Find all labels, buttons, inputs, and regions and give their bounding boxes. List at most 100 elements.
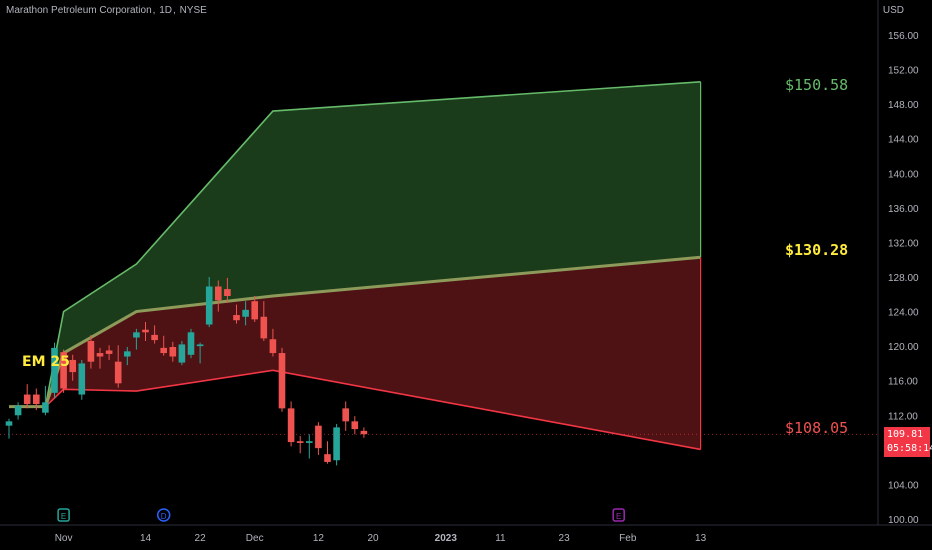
candle-body xyxy=(333,427,340,461)
y-tick-label: 116.00 xyxy=(888,377,918,388)
candle[interactable] xyxy=(23,384,31,409)
candle-body xyxy=(151,334,158,341)
candle[interactable] xyxy=(14,402,22,420)
upper-expected-move-zone xyxy=(9,81,701,407)
candle[interactable] xyxy=(278,347,286,412)
candle-body xyxy=(105,350,113,354)
interval-label: 1D xyxy=(159,5,172,16)
dividend-marker[interactable]: D xyxy=(156,508,171,522)
currency-label[interactable]: USD xyxy=(882,5,904,16)
candle[interactable] xyxy=(224,277,231,303)
candle[interactable] xyxy=(342,401,349,431)
candlesticks[interactable] xyxy=(5,277,368,466)
em-label: EM 25 xyxy=(22,354,70,370)
y-tick-label: 128.00 xyxy=(888,273,919,284)
x-tick-label: 12 xyxy=(313,533,325,544)
lower-target-label: $108.05 xyxy=(785,419,849,437)
candle-body xyxy=(224,289,231,297)
candle-body xyxy=(69,359,76,373)
candle[interactable] xyxy=(178,340,186,366)
x-tick-label: 13 xyxy=(695,533,707,544)
candle-body xyxy=(278,353,286,409)
candle[interactable] xyxy=(69,354,76,381)
candle[interactable] xyxy=(142,321,149,341)
candle[interactable] xyxy=(242,301,249,326)
candle[interactable] xyxy=(96,347,104,369)
candle[interactable] xyxy=(215,280,222,312)
candle-body xyxy=(42,402,49,413)
candle[interactable] xyxy=(51,342,58,398)
y-tick-label: 104.00 xyxy=(888,480,919,491)
last-price-tag: 109.81 05:58:14 xyxy=(884,427,932,457)
candle-body xyxy=(51,347,58,393)
earnings-marker[interactable]: E xyxy=(612,508,625,522)
candle[interactable] xyxy=(78,359,86,400)
candle[interactable] xyxy=(315,422,322,456)
y-tick-label: 132.00 xyxy=(888,238,919,249)
earnings-marker[interactable]: E xyxy=(57,508,70,522)
candle-body xyxy=(360,430,368,435)
x-tick-label: Dec xyxy=(246,533,264,544)
candle[interactable] xyxy=(87,334,95,369)
exchange-label: NYSE xyxy=(179,5,207,16)
candle[interactable] xyxy=(260,301,268,341)
candle-body xyxy=(114,361,122,384)
candle[interactable] xyxy=(105,345,113,360)
candle-body xyxy=(251,301,258,320)
candle[interactable] xyxy=(306,434,313,459)
candle-body xyxy=(5,421,13,426)
candle[interactable] xyxy=(360,427,368,438)
x-tick-label: 11 xyxy=(495,533,506,544)
candle[interactable] xyxy=(324,441,331,464)
candle[interactable] xyxy=(351,416,359,435)
candle[interactable] xyxy=(60,349,67,393)
candle[interactable] xyxy=(169,341,177,362)
candle[interactable] xyxy=(133,328,140,350)
lower-expected-move-zone xyxy=(9,257,701,450)
y-tick-label: 156.00 xyxy=(888,31,919,42)
candle-body xyxy=(14,405,22,416)
candle-body xyxy=(233,315,240,321)
candle[interactable] xyxy=(287,401,295,447)
mid-target-label: $130.28 xyxy=(785,241,849,259)
candle-body xyxy=(306,441,313,443)
candle[interactable] xyxy=(42,385,49,416)
earnings-marker-box xyxy=(57,508,70,522)
candle-body xyxy=(315,425,322,449)
candle[interactable] xyxy=(196,342,204,364)
candle-body xyxy=(215,286,222,301)
candle-body xyxy=(342,408,349,422)
candle[interactable] xyxy=(124,347,131,366)
candle[interactable] xyxy=(333,423,340,466)
symbol-name: Marathon Petroleum Corporation xyxy=(6,5,152,16)
candle[interactable] xyxy=(233,304,240,324)
candle-body xyxy=(196,344,204,347)
candle[interactable] xyxy=(151,325,158,344)
time-axis[interactable]: Nov 14 22 Dec 12 20 2023 11 23 Feb 13 xyxy=(55,533,707,544)
candle[interactable] xyxy=(114,345,122,388)
symbol-title[interactable]: Marathon Petroleum Corporation, 1D, NYSE xyxy=(6,5,207,16)
candle[interactable] xyxy=(160,335,167,356)
event-marker-label: E xyxy=(61,512,66,521)
candle-body xyxy=(269,339,277,354)
candle[interactable] xyxy=(187,328,195,359)
candle[interactable] xyxy=(205,277,213,328)
expected-move-zones xyxy=(0,81,878,451)
y-tick-label: 148.00 xyxy=(888,100,919,111)
candle[interactable] xyxy=(269,328,277,357)
candle-body xyxy=(205,286,213,325)
candle-body xyxy=(260,316,268,339)
last-price-value: 109.81 xyxy=(887,429,924,440)
x-tick-label: 14 xyxy=(140,533,152,544)
candle[interactable] xyxy=(5,418,13,439)
candle[interactable] xyxy=(296,436,304,454)
candle[interactable] xyxy=(33,388,40,411)
y-tick-label: 136.00 xyxy=(888,204,919,215)
candle-body xyxy=(187,332,195,355)
candle-body xyxy=(178,344,186,363)
candle[interactable] xyxy=(251,296,258,322)
candle-body xyxy=(142,329,149,333)
y-tick-label: 112.00 xyxy=(888,411,918,422)
